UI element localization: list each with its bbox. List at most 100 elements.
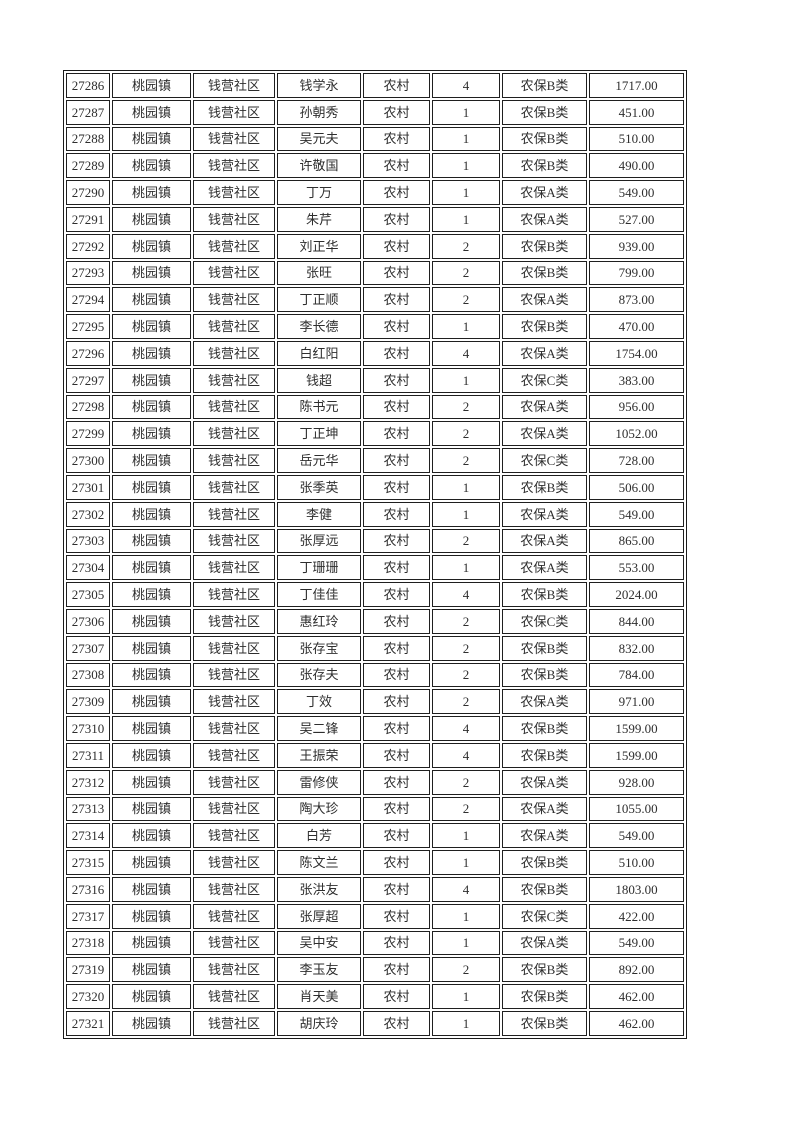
cell-count: 1: [432, 903, 500, 929]
cell-community: 钱营社区: [193, 314, 275, 339]
cell-town: 桃园镇: [112, 716, 191, 741]
cell-amount: 510.00: [589, 126, 684, 152]
cell-community: 钱营社区: [193, 957, 275, 983]
cell-name: 钱超: [277, 367, 361, 393]
cell-category: 农保B类: [502, 99, 587, 125]
cell-amount: 799.00: [589, 260, 684, 286]
cell-amount: 971.00: [589, 689, 684, 715]
cell-community: 钱营社区: [193, 287, 275, 313]
table-row: 27297 桃园镇 钱营社区 钱超 农村 1 农保C类 383.00: [66, 367, 684, 393]
cell-count: 1: [432, 126, 500, 152]
cell-type: 农村: [363, 930, 430, 956]
cell-community: 钱营社区: [193, 367, 275, 393]
cell-name: 白红阳: [277, 340, 361, 366]
cell-count: 4: [432, 716, 500, 741]
table-row: 27317 桃园镇 钱营社区 张厚超 农村 1 农保C类 422.00: [66, 903, 684, 929]
cell-id: 27300: [66, 448, 110, 473]
cell-community: 钱营社区: [193, 126, 275, 152]
cell-name: 吴元夫: [277, 126, 361, 152]
cell-id: 27317: [66, 903, 110, 929]
cell-category: 农保A类: [502, 287, 587, 313]
cell-count: 1: [432, 180, 500, 205]
table-row: 27305 桃园镇 钱营社区 丁佳佳 农村 4 农保B类 2024.00: [66, 582, 684, 607]
table-row: 27295 桃园镇 钱营社区 李长德 农村 1 农保B类 470.00: [66, 314, 684, 339]
cell-name: 张存夫: [277, 662, 361, 688]
cell-name: 许敬国: [277, 153, 361, 179]
cell-community: 钱营社区: [193, 99, 275, 125]
cell-amount: 451.00: [589, 99, 684, 125]
cell-community: 钱营社区: [193, 796, 275, 822]
cell-category: 农保A类: [502, 796, 587, 822]
cell-community: 钱营社区: [193, 260, 275, 286]
cell-category: 农保A类: [502, 340, 587, 366]
cell-count: 2: [432, 448, 500, 473]
cell-type: 农村: [363, 153, 430, 179]
cell-category: 农保B类: [502, 1010, 587, 1036]
cell-community: 钱营社区: [193, 742, 275, 768]
cell-count: 2: [432, 957, 500, 983]
cell-category: 农保B类: [502, 876, 587, 902]
cell-town: 桃园镇: [112, 957, 191, 983]
cell-category: 农保B类: [502, 742, 587, 768]
cell-type: 农村: [363, 769, 430, 795]
cell-id: 27313: [66, 796, 110, 822]
cell-category: 农保A类: [502, 206, 587, 232]
table-row: 27320 桃园镇 钱营社区 肖天美 农村 1 农保B类 462.00: [66, 984, 684, 1009]
cell-name: 张季英: [277, 474, 361, 500]
cell-community: 钱营社区: [193, 769, 275, 795]
cell-count: 4: [432, 340, 500, 366]
cell-type: 农村: [363, 287, 430, 313]
cell-name: 李健: [277, 501, 361, 527]
cell-type: 农村: [363, 823, 430, 849]
cell-category: 农保B类: [502, 716, 587, 741]
cell-category: 农保B类: [502, 850, 587, 875]
cell-amount: 549.00: [589, 930, 684, 956]
cell-community: 钱营社区: [193, 635, 275, 661]
table-row: 27301 桃园镇 钱营社区 张季英 农村 1 农保B类 506.00: [66, 474, 684, 500]
cell-name: 白芳: [277, 823, 361, 849]
cell-town: 桃园镇: [112, 689, 191, 715]
cell-category: 农保A类: [502, 394, 587, 420]
cell-amount: 939.00: [589, 233, 684, 259]
cell-id: 27312: [66, 769, 110, 795]
cell-type: 农村: [363, 501, 430, 527]
cell-town: 桃园镇: [112, 73, 191, 98]
cell-id: 27302: [66, 501, 110, 527]
table-row: 27289 桃园镇 钱营社区 许敬国 农村 1 农保B类 490.00: [66, 153, 684, 179]
table-row: 27287 桃园镇 钱营社区 孙朝秀 农村 1 农保B类 451.00: [66, 99, 684, 125]
table-row: 27293 桃园镇 钱营社区 张旺 农村 2 农保B类 799.00: [66, 260, 684, 286]
cell-community: 钱营社区: [193, 394, 275, 420]
cell-id: 27301: [66, 474, 110, 500]
cell-category: 农保B类: [502, 662, 587, 688]
cell-community: 钱营社区: [193, 608, 275, 634]
cell-category: 农保B类: [502, 314, 587, 339]
cell-type: 农村: [363, 876, 430, 902]
cell-community: 钱营社区: [193, 421, 275, 447]
cell-name: 吴二锋: [277, 716, 361, 741]
cell-community: 钱营社区: [193, 689, 275, 715]
cell-type: 农村: [363, 314, 430, 339]
cell-town: 桃园镇: [112, 421, 191, 447]
cell-community: 钱营社区: [193, 582, 275, 607]
cell-count: 2: [432, 528, 500, 554]
cell-name: 朱芹: [277, 206, 361, 232]
table-row: 27315 桃园镇 钱营社区 陈文兰 农村 1 农保B类 510.00: [66, 850, 684, 875]
cell-id: 27296: [66, 340, 110, 366]
cell-town: 桃园镇: [112, 260, 191, 286]
cell-amount: 1599.00: [589, 742, 684, 768]
cell-category: 农保C类: [502, 903, 587, 929]
cell-town: 桃园镇: [112, 608, 191, 634]
cell-name: 胡庆玲: [277, 1010, 361, 1036]
cell-town: 桃园镇: [112, 314, 191, 339]
table-row: 27291 桃园镇 钱营社区 朱芹 农村 1 农保A类 527.00: [66, 206, 684, 232]
cell-town: 桃园镇: [112, 850, 191, 875]
table-row: 27288 桃园镇 钱营社区 吴元夫 农村 1 农保B类 510.00: [66, 126, 684, 152]
cell-type: 农村: [363, 957, 430, 983]
cell-amount: 2024.00: [589, 582, 684, 607]
cell-type: 农村: [363, 796, 430, 822]
cell-count: 1: [432, 153, 500, 179]
cell-id: 27293: [66, 260, 110, 286]
cell-id: 27318: [66, 930, 110, 956]
cell-name: 王振荣: [277, 742, 361, 768]
table-row: 27312 桃园镇 钱营社区 雷修侠 农村 2 农保A类 928.00: [66, 769, 684, 795]
